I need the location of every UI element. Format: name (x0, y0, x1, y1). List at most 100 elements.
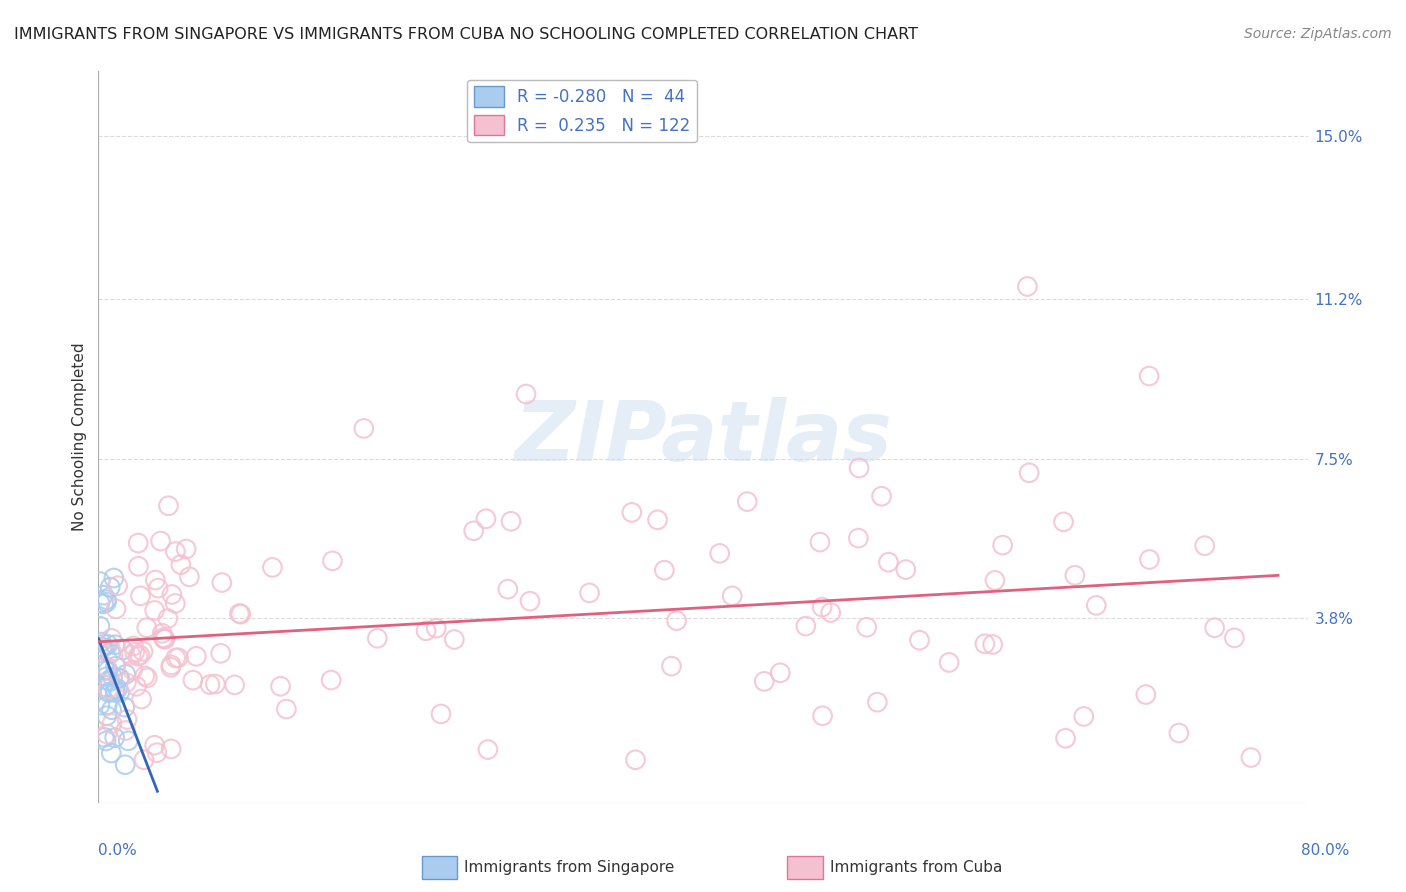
Point (132, 644, 155, 658)
Point (665, 614, 688, 628)
Point (174, 542, 197, 557)
Text: Immigrants from Singapore: Immigrants from Singapore (464, 860, 675, 874)
Point (754, 674, 776, 689)
Point (98, 580, 121, 594)
Point (117, 733, 139, 747)
Point (1052, 515, 1074, 529)
Point (101, 716, 124, 731)
Point (908, 633, 931, 648)
Point (811, 600, 834, 615)
Point (430, 706, 453, 721)
Point (647, 513, 669, 527)
Point (105, 602, 128, 616)
Point (96, 698, 118, 712)
Point (97, 685, 120, 699)
Point (94, 734, 117, 748)
Point (94, 659, 117, 673)
Point (143, 573, 166, 587)
Point (160, 587, 183, 601)
Point (769, 665, 792, 680)
Point (443, 632, 465, 647)
Point (115, 713, 138, 727)
Text: IMMIGRANTS FROM SINGAPORE VS IMMIGRANTS FROM CUBA NO SCHOOLING COMPLETED CORRELA: IMMIGRANTS FROM SINGAPORE VS IMMIGRANTS … (14, 27, 918, 42)
Point (120, 648, 142, 662)
Text: 0.0%: 0.0% (98, 843, 138, 858)
Point (127, 536, 149, 550)
Point (186, 649, 208, 664)
Point (115, 667, 138, 681)
Point (366, 632, 388, 646)
Point (96, 592, 118, 607)
Point (100, 703, 122, 717)
Point (96, 670, 118, 684)
Point (152, 631, 174, 645)
Point (181, 673, 204, 688)
Point (104, 659, 127, 673)
Point (1139, 552, 1161, 566)
Point (149, 534, 172, 549)
Point (129, 648, 152, 662)
Point (107, 681, 129, 696)
Y-axis label: No Schooling Completed: No Schooling Completed (72, 343, 87, 532)
Text: 80.0%: 80.0% (1302, 843, 1350, 858)
Point (496, 582, 519, 596)
Point (620, 505, 643, 519)
Point (153, 632, 176, 646)
Point (167, 650, 190, 665)
Point (709, 546, 731, 560)
Text: Immigrants from Cuba: Immigrants from Cuba (830, 860, 1002, 874)
Point (894, 563, 917, 577)
Point (153, 632, 176, 647)
Point (124, 645, 146, 659)
Point (198, 677, 221, 691)
Point (93, 731, 115, 745)
Point (115, 675, 138, 690)
Point (1240, 750, 1263, 764)
Point (125, 679, 148, 693)
Point (89, 596, 111, 610)
Point (870, 489, 893, 503)
Point (165, 544, 187, 558)
Point (262, 560, 284, 574)
Point (108, 671, 131, 685)
Point (224, 678, 246, 692)
Point (811, 708, 834, 723)
Point (855, 620, 877, 634)
Point (127, 559, 149, 574)
Point (160, 657, 183, 672)
Point (820, 606, 842, 620)
Point (150, 626, 173, 640)
Point (848, 461, 870, 475)
Point (515, 387, 537, 401)
Point (209, 646, 232, 660)
Point (157, 499, 180, 513)
Point (159, 660, 181, 674)
Point (131, 692, 153, 706)
Point (228, 607, 250, 621)
Point (108, 671, 131, 685)
Point (122, 639, 145, 653)
Point (519, 594, 541, 608)
Point (103, 571, 125, 585)
Text: ZIPatlas: ZIPatlas (515, 397, 891, 477)
Point (170, 558, 193, 572)
Point (91, 640, 114, 655)
Point (114, 723, 136, 738)
Point (89, 574, 111, 589)
Point (136, 671, 159, 685)
Point (93, 597, 115, 611)
Point (1223, 631, 1246, 645)
Point (463, 524, 485, 538)
Point (112, 642, 135, 657)
Point (353, 421, 375, 435)
Point (721, 589, 744, 603)
Point (97, 673, 120, 688)
Point (1085, 599, 1108, 613)
Point (143, 738, 166, 752)
Point (108, 685, 131, 699)
Point (89, 698, 111, 713)
Point (204, 677, 226, 691)
Point (165, 596, 187, 610)
Point (94, 663, 117, 677)
Point (321, 673, 343, 687)
